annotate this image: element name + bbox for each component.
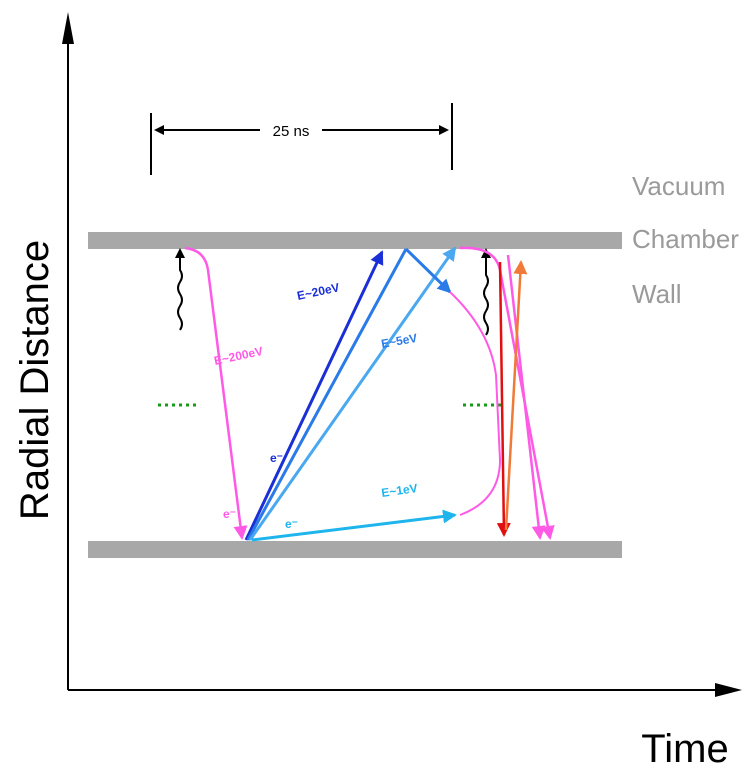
- electron-path-right-b: [506, 254, 546, 540]
- y-axis-label: Radial Distance: [13, 240, 57, 520]
- wall-label-line3: Wall: [632, 279, 682, 309]
- chamber-wall-bottom: [88, 541, 622, 558]
- x-axis-label: Time: [641, 727, 728, 771]
- electron-path-20ev: [244, 250, 384, 541]
- wall-label-line2: Chamber: [632, 224, 739, 254]
- label-e20ev: E~20eV: [296, 280, 341, 303]
- beam-kick-left: [175, 248, 185, 331]
- label-e1ev: E~1eV: [380, 481, 418, 500]
- y-axis-arrowhead: [62, 12, 74, 44]
- label-e200ev: E~200eV: [213, 344, 265, 368]
- chamber-wall-top: [88, 232, 622, 249]
- electron-reflect: [404, 247, 452, 294]
- label-e5ev: E~5eV: [380, 331, 418, 351]
- electron-path-5ev: [248, 246, 457, 541]
- label-electron-a: e⁻: [223, 507, 236, 521]
- electron-path-200ev-left: [184, 246, 248, 540]
- beam-kick-right: [481, 248, 491, 336]
- label-electron-b: e⁻: [270, 451, 283, 465]
- electron-path-1ev: [251, 509, 457, 542]
- electron-path-20ev-b: [246, 248, 408, 541]
- electron-path-orange: [504, 260, 528, 531]
- bunch-spacing-label: 25 ns: [273, 123, 310, 140]
- electron-path-top-right: [459, 246, 555, 540]
- electron-path-red: [496, 261, 511, 537]
- label-electron-c: e⁻: [285, 517, 298, 531]
- x-axis-arrowhead: [715, 683, 742, 697]
- wall-label-line1: Vacuum: [632, 171, 725, 201]
- electron-path-curve-right: [449, 291, 502, 516]
